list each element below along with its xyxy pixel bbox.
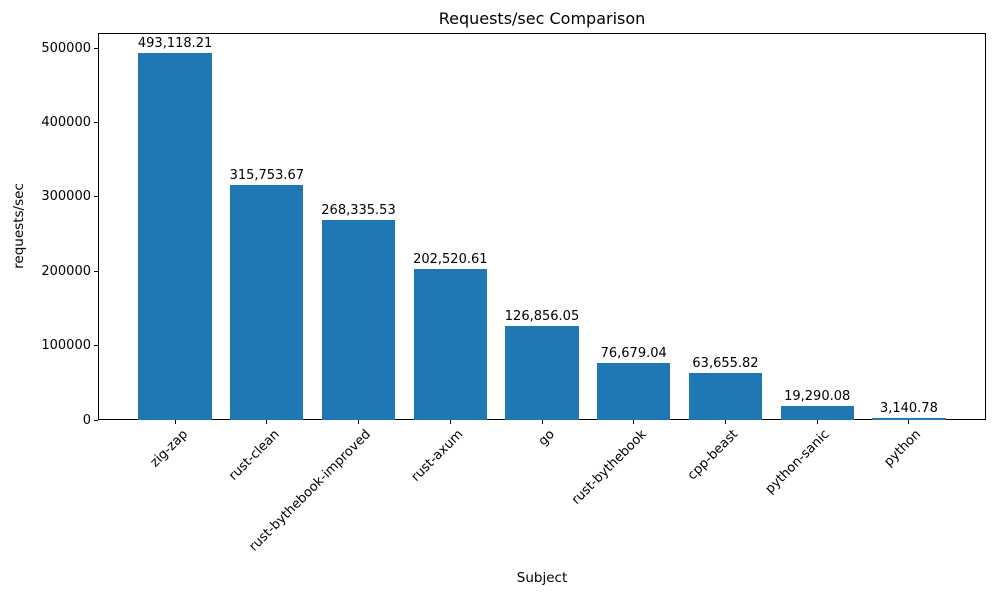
bar-value-label: 63,655.82: [692, 355, 759, 371]
bar-value-label: 3,140.78: [879, 400, 938, 416]
x-tick-label: cpp-beast: [684, 427, 742, 484]
bar: [505, 325, 579, 420]
x-tick-mark: [266, 420, 268, 424]
x-tick-label: rust-bythebook: [568, 427, 650, 508]
y-tick-mark: [94, 196, 98, 198]
x-axis-label: Subject: [516, 570, 568, 586]
y-tick-mark: [94, 270, 98, 272]
x-tick-label: python: [881, 427, 925, 470]
y-tick-label: 100000: [41, 338, 91, 354]
y-tick-label: 200000: [41, 263, 91, 279]
chart-title: Requests/sec Comparison: [438, 9, 646, 28]
x-tick-mark: [358, 420, 359, 424]
x-tick-label: rust-axum: [408, 427, 466, 485]
y-tick-mark: [94, 121, 98, 123]
bar: [230, 185, 304, 420]
bar-value-label: 76,679.04: [600, 346, 667, 361]
bar: [688, 372, 763, 420]
x-tick-label: python-sanic: [762, 427, 833, 497]
x-tick-mark: [908, 420, 910, 424]
bar-value-label: 268,335.53: [321, 203, 396, 219]
y-tick-label: 300000: [41, 189, 91, 205]
bar: [413, 269, 487, 420]
x-tick-mark: [725, 420, 726, 424]
bar-value-label: 202,520.61: [413, 252, 488, 268]
x-tick-mark: [174, 420, 176, 424]
bar: [321, 220, 396, 420]
y-axis-label: requests/sec: [11, 183, 27, 269]
y-tick-label: 0: [82, 412, 91, 428]
x-tick-mark: [633, 420, 635, 424]
x-tick-mark: [449, 420, 451, 424]
bar-value-label: 315,753.67: [229, 168, 305, 184]
y-tick-mark: [94, 47, 98, 49]
x-tick-mark: [541, 420, 543, 424]
bar-value-label: 126,856.05: [504, 308, 580, 324]
bar-value-label: 19,290.08: [784, 388, 851, 404]
x-tick-label: go: [535, 427, 558, 450]
bar: [597, 363, 671, 420]
y-tick-label: 500000: [41, 40, 91, 56]
y-tick-mark: [94, 345, 98, 347]
y-tick-mark: [94, 419, 98, 421]
y-tick-label: 400000: [41, 114, 91, 130]
bar: [872, 417, 946, 420]
bar: [780, 405, 854, 420]
x-tick-mark: [816, 420, 818, 424]
x-tick-label: rust-clean: [225, 427, 283, 484]
bar: [138, 53, 212, 420]
x-tick-label: zig-zap: [147, 427, 191, 471]
bar-value-label: 493,118.21: [137, 36, 213, 52]
